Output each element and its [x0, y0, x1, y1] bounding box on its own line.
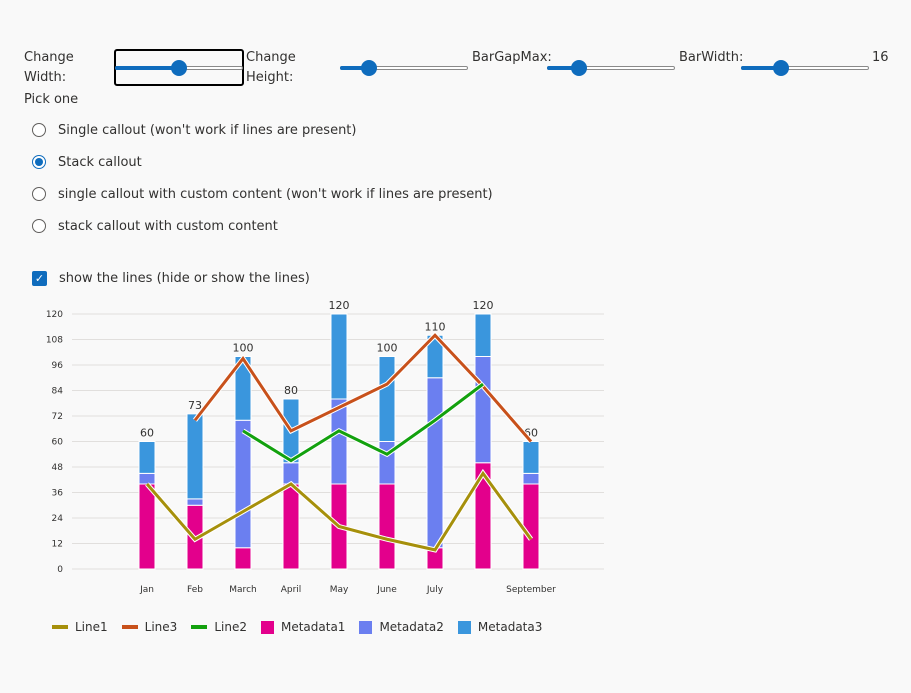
bar-segment	[426, 377, 444, 549]
legend-item[interactable]: Line2	[191, 620, 247, 634]
radio-stack-callout[interactable]: Stack callout	[32, 152, 142, 172]
bar-total-label: 120	[473, 299, 494, 312]
x-tick-label: Jan	[139, 585, 154, 595]
radio-label: Stack callout	[58, 154, 142, 170]
bar-total-label: 73	[188, 399, 202, 412]
change-width-label: Change Width:	[24, 50, 74, 85]
radio-circle[interactable]	[32, 219, 46, 233]
bar-segment	[474, 356, 492, 464]
legend-label: Metadata3	[477, 620, 543, 634]
bar-gap-max-slider-thumb[interactable]	[571, 60, 587, 76]
radio-single-callout[interactable]: Single callout (won't work if lines are …	[32, 120, 356, 140]
bar-segment	[522, 472, 540, 485]
change-height-label: Change Height:	[246, 50, 296, 85]
legend-swatch	[121, 625, 138, 629]
legend-label: Line2	[214, 620, 247, 634]
bar-segment	[378, 356, 396, 442]
show-lines-toggle[interactable]: ✓ show the lines (hide or show the lines…	[32, 268, 310, 288]
bar-total-label: 100	[233, 342, 254, 355]
x-tick-label: May	[330, 585, 349, 595]
y-tick-label: 36	[52, 489, 64, 499]
y-tick-label: 120	[46, 310, 63, 320]
change-height-slider[interactable]	[340, 60, 468, 76]
y-tick-label: 96	[52, 361, 64, 371]
y-tick-label: 48	[52, 463, 64, 473]
radio-circle[interactable]	[32, 123, 46, 137]
bar-total-label: 110	[425, 320, 446, 333]
bar-segment	[522, 483, 540, 570]
change-height-slider-thumb[interactable]	[361, 60, 378, 76]
bar-total-label: 60	[140, 427, 154, 440]
radio-label: stack callout with custom content	[58, 218, 278, 234]
x-tick-label: Feb	[187, 585, 203, 595]
stacked-bar-chart: 0 12 24 36 48 60 72 84 96 108 120 60 Jan 73 Feb 100 Marc…	[46, 299, 604, 595]
radio-circle[interactable]	[32, 187, 46, 201]
bar-total-label: 100	[377, 342, 398, 355]
bar-segment	[186, 413, 204, 500]
bar-segment	[138, 441, 156, 474]
bar-gap-max-slider[interactable]	[547, 60, 675, 76]
radio-label: single callout with custom content (won'…	[58, 186, 493, 202]
bar-total-label: 120	[329, 299, 350, 312]
x-tick-label: July	[426, 585, 444, 595]
legend-swatch	[191, 625, 208, 629]
legend-swatch	[52, 625, 68, 629]
bar-segment	[282, 462, 300, 485]
bar-segment	[522, 441, 540, 474]
legend-label: Line3	[144, 620, 178, 634]
series-line	[145, 470, 533, 552]
legend-swatch	[359, 620, 373, 634]
bar-width-slider[interactable]	[741, 60, 869, 76]
x-tick-label: September	[506, 585, 556, 595]
y-tick-label: 72	[52, 412, 63, 422]
series-line	[193, 333, 533, 443]
chart-legend: Line1 Line3 Line2 Metadata1 Metadata2 Metadat…	[52, 620, 556, 634]
y-tick-label: 0	[57, 565, 63, 575]
bar-gap-max-label: BarGapMax:	[472, 50, 552, 65]
legend-label: Metadata2	[379, 620, 444, 634]
bar-segment	[234, 419, 252, 549]
legend-item[interactable]: Line3	[121, 620, 178, 634]
radio-circle[interactable]	[32, 155, 46, 169]
checkmark-icon[interactable]: ✓	[32, 270, 47, 286]
bar-segment	[234, 547, 252, 570]
y-tick-label: 108	[46, 336, 63, 346]
legend-item[interactable]: Line1	[52, 620, 108, 634]
x-tick-label: June	[376, 585, 397, 595]
bar-segment	[474, 313, 492, 357]
bar-width-slider-thumb[interactable]	[772, 60, 789, 76]
bar-segment	[186, 498, 204, 506]
legend-swatch	[260, 620, 274, 634]
bar-segment	[138, 472, 156, 485]
x-tick-label: April	[281, 585, 302, 595]
series-line	[242, 382, 484, 463]
change-width-slider-thumb[interactable]	[171, 60, 187, 76]
y-tick-label: 60	[52, 438, 64, 448]
show-lines-label: show the lines (hide or show the lines)	[59, 270, 310, 286]
pick-one-heading: Pick one	[24, 92, 79, 107]
legend-item[interactable]: Metadata1	[260, 620, 346, 634]
bar-total-label: 80	[284, 384, 298, 397]
bar-segment	[330, 313, 348, 400]
legend-label: Line1	[75, 620, 108, 634]
y-tick-label: 12	[52, 540, 63, 550]
x-tick-label: March	[229, 585, 256, 595]
bar-segment	[138, 483, 156, 570]
bar-segment	[378, 483, 396, 570]
legend-item[interactable]: Metadata3	[457, 620, 543, 634]
radio-stack-callout-custom[interactable]: stack callout with custom content	[32, 216, 278, 236]
legend-swatch	[457, 620, 471, 634]
bar-width-label: BarWidth:	[679, 50, 744, 65]
radio-single-callout-custom[interactable]: single callout with custom content (won'…	[32, 184, 493, 204]
change-width-slider[interactable]	[115, 60, 243, 76]
y-tick-label: 24	[52, 514, 64, 524]
legend-item[interactable]: Metadata2	[359, 620, 444, 634]
bar-segment	[282, 483, 300, 570]
y-tick-label: 84	[52, 387, 64, 397]
bar-width-value: 16	[872, 50, 889, 65]
radio-label: Single callout (won't work if lines are …	[58, 122, 357, 138]
legend-label: Metadata1	[280, 620, 346, 634]
